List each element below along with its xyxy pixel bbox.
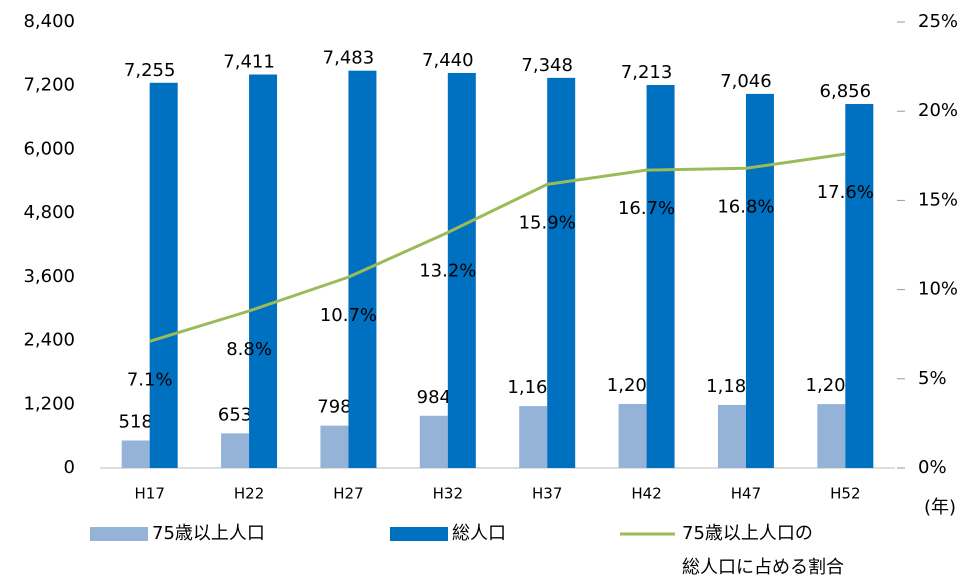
x-tick-label: H42 — [631, 485, 661, 503]
data-label: 1,187 — [706, 376, 758, 397]
data-label: 16.8% — [717, 196, 774, 217]
data-label: 7,255 — [124, 60, 176, 81]
y2-tick-label: 0% — [918, 457, 947, 478]
bar — [845, 103, 874, 468]
data-label: 7,440 — [422, 50, 474, 71]
y-tick-label: 2,400 — [23, 330, 75, 351]
x-tick-label: H47 — [731, 485, 761, 503]
data-label: 984 — [417, 387, 451, 408]
y2-tick-label: 20% — [918, 100, 958, 121]
y-tick-label: 4,800 — [23, 202, 75, 223]
y-tick-label: 3,600 — [23, 266, 75, 287]
y-tick-label: 7,200 — [23, 75, 75, 96]
data-label: 7,046 — [720, 71, 772, 92]
x-tick-label: H32 — [433, 485, 463, 503]
data-label: 16.7% — [618, 198, 675, 219]
y-tick-label: 1,200 — [23, 393, 75, 414]
data-label: 1,206 — [607, 375, 659, 396]
bar — [745, 93, 774, 468]
y-tick-label: 0 — [64, 457, 75, 478]
data-label: 7,411 — [223, 52, 275, 73]
legend-label: 75歳以上人口の 総人口に占める割合 — [682, 523, 844, 578]
data-label: 518 — [119, 411, 153, 432]
data-label: 7,348 — [521, 55, 573, 76]
data-label: 1,166 — [507, 377, 559, 398]
bar — [121, 440, 150, 468]
bar — [320, 425, 349, 468]
x-tick-label: H27 — [333, 485, 363, 503]
legend-swatch — [90, 527, 148, 541]
bar — [519, 406, 548, 468]
x-axis-label: (年) — [924, 497, 956, 518]
legend-label: 総人口 — [452, 523, 506, 544]
x-tick-label: H17 — [135, 485, 165, 503]
data-label: 17.6% — [817, 182, 874, 203]
data-label: 13.2% — [419, 261, 476, 282]
bar — [547, 77, 576, 468]
bar — [646, 85, 675, 468]
bar — [447, 72, 476, 468]
y2-tick-label: 15% — [918, 189, 958, 210]
x-tick-label: H52 — [830, 485, 860, 503]
data-label: 15.9% — [519, 212, 576, 233]
x-tick-label: H37 — [532, 485, 562, 503]
data-label: 7,483 — [323, 48, 375, 69]
bar — [221, 433, 250, 468]
bar — [419, 415, 448, 468]
data-label: 653 — [218, 404, 252, 425]
y2-tick-label: 10% — [918, 279, 958, 300]
data-label: 6,856 — [820, 81, 872, 102]
data-label: 7,213 — [621, 62, 673, 83]
data-label: 10.7% — [320, 305, 377, 326]
data-label: 1,203 — [806, 375, 858, 396]
y2-tick-label: 25% — [918, 11, 958, 32]
bar — [149, 82, 178, 469]
data-label: 798 — [317, 397, 351, 418]
data-label: 8.8% — [226, 339, 272, 360]
line — [149, 152, 846, 343]
x-tick-label: H22 — [234, 485, 264, 503]
legend-swatch — [390, 527, 448, 541]
y-tick-label: 8,400 — [23, 11, 75, 32]
bar — [817, 404, 846, 468]
bar — [618, 403, 647, 468]
data-label: 7.1% — [127, 369, 173, 390]
y2-tick-label: 5% — [918, 368, 947, 389]
bar — [249, 74, 278, 468]
y-tick-label: 6,000 — [23, 138, 75, 159]
bar — [717, 404, 746, 468]
legend-label: 75歳以上人口 — [152, 523, 265, 544]
